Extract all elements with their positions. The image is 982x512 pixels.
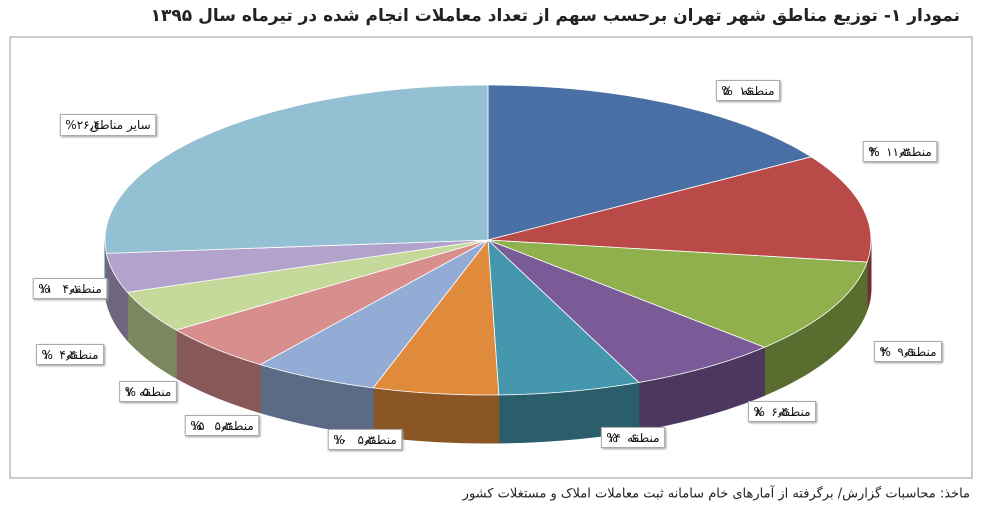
pie-slice: [487, 239, 766, 383]
category-label: سایر مناطق: [90, 118, 151, 133]
data-label: منطقه۱۴۶%: [600, 427, 666, 448]
pie-slice: [104, 84, 489, 254]
label-box: [119, 381, 177, 402]
data-label: منطقه۲۹٫۹%: [873, 341, 943, 362]
label-box: [35, 344, 105, 365]
source-note: ماخذ: محاسبات گزارش/ برگرفته از آمارهای …: [462, 485, 970, 502]
pie-slice: [487, 84, 813, 241]
label-box: [184, 415, 260, 436]
pie-slice: [259, 239, 489, 389]
label-text: منطقه۵۱۶%: [721, 84, 774, 98]
label-text: منطقه۴۱۱٫۳%: [868, 145, 932, 159]
value-label: ۹٫۹%: [879, 345, 914, 359]
data-label: منطقه۱۴٫۴%: [35, 344, 105, 365]
data-label: سایر مناطق۲۶٫۴%: [59, 114, 157, 136]
chart-title: نمودار ۱- توزیع مناطق شهر تهران برحسب سه…: [151, 6, 960, 26]
pie-slice: [126, 239, 489, 331]
category-label: منطقه۱۰: [335, 433, 397, 447]
category-label: منطقه۱۱: [40, 282, 102, 296]
category-label: منطقه۱۵: [192, 419, 254, 433]
pie-slice: [487, 239, 640, 396]
pie-slice: [372, 238, 500, 396]
pie-slice: [105, 239, 489, 293]
label-box: [862, 141, 938, 162]
data-label: منطقه۱۱۴٫۱%: [32, 278, 108, 299]
data-label: منطقه۵۱۶%: [715, 80, 781, 101]
label-box: [600, 427, 666, 448]
label-text: منطقه۸۶٫۴%: [753, 405, 810, 419]
tops: [104, 84, 872, 396]
label-box: [327, 429, 403, 450]
label-box: [715, 80, 781, 101]
data-label: منطقه۱۵۵٫۳%: [184, 415, 260, 436]
label-text: منطقه۷۵%: [125, 385, 172, 399]
value-label: ۲۶٫۴%: [65, 118, 100, 132]
label-text: منطقه۱۰۵٫۳%: [333, 433, 397, 447]
value-label: ۱۱٫۳%: [868, 145, 910, 159]
label-text: سایر مناطق۲۶٫۴%: [65, 118, 150, 133]
data-label: منطقه۷۵%: [119, 381, 177, 402]
pie-slice: [175, 239, 489, 366]
value-label: ۶٫۴%: [753, 405, 788, 419]
pie-slice: [487, 239, 868, 348]
data-label: منطقه۱۰۵٫۳%: [327, 429, 403, 450]
label-text: منطقه۱۱۴٫۱%: [38, 282, 102, 296]
label-box: [59, 114, 157, 136]
pie-slice: [487, 156, 872, 263]
category-label: منطقه۱۴: [608, 431, 660, 445]
label-box: [32, 278, 108, 299]
data-label: منطقه۸۶٫۴%: [747, 401, 817, 422]
data-label: منطقه۴۱۱٫۳%: [862, 141, 938, 162]
label-box: [747, 401, 817, 422]
label-text: منطقه۲۹٫۹%: [879, 345, 936, 359]
label-text: منطقه۱۴۶%: [606, 431, 659, 445]
label-box: [873, 341, 943, 362]
label-text: منطقه۱۴٫۴%: [41, 348, 98, 362]
label-text: منطقه۱۵۵٫۳%: [190, 419, 254, 433]
value-label: ۴٫۴%: [41, 348, 76, 362]
sides: [104, 239, 872, 444]
